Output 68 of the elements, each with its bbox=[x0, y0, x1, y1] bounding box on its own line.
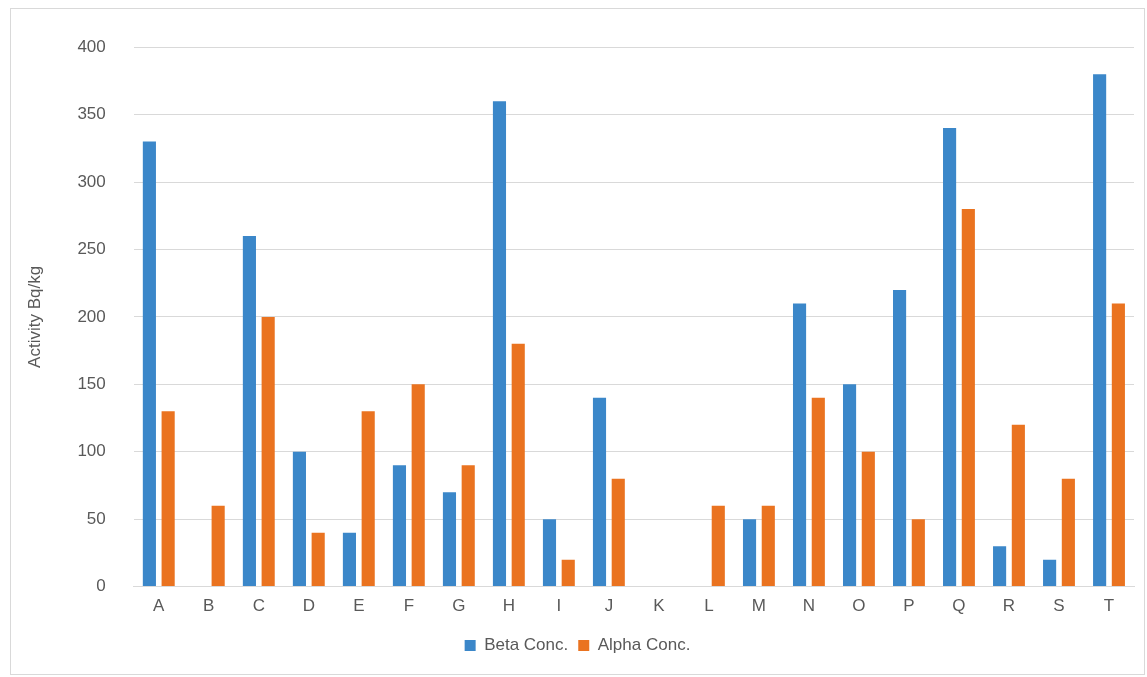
bar bbox=[411, 384, 425, 587]
bar bbox=[292, 451, 306, 587]
legend-label: Alpha Conc. bbox=[597, 635, 691, 655]
y-tick-label: 400 bbox=[77, 36, 106, 56]
x-tick-label: N bbox=[802, 596, 816, 616]
bar bbox=[893, 289, 907, 587]
bar bbox=[161, 411, 175, 587]
bar bbox=[1011, 424, 1025, 587]
bar bbox=[211, 505, 225, 587]
y-tick-label: 250 bbox=[77, 239, 106, 259]
x-tick-label: E bbox=[353, 596, 365, 616]
bar bbox=[242, 235, 256, 587]
y-tick-label: 200 bbox=[77, 306, 106, 326]
x-tick-label: L bbox=[704, 596, 714, 616]
bar bbox=[943, 128, 957, 587]
bar bbox=[742, 519, 757, 587]
bar bbox=[511, 343, 525, 587]
bar bbox=[461, 465, 475, 587]
legend-label: Beta Conc. bbox=[484, 635, 569, 655]
bar bbox=[492, 101, 507, 587]
x-tick-label: B bbox=[203, 596, 215, 616]
x-tick-label: H bbox=[502, 596, 515, 616]
x-tick-label: I bbox=[556, 596, 562, 616]
x-tick-label: A bbox=[153, 596, 166, 616]
bar bbox=[861, 451, 875, 587]
y-tick-label: 150 bbox=[77, 374, 106, 394]
x-tick-label: G bbox=[452, 596, 466, 616]
x-tick-label: C bbox=[252, 596, 265, 616]
y-tick-label: 350 bbox=[77, 104, 106, 124]
y-tick-label: 0 bbox=[96, 576, 106, 596]
x-tick-label: F bbox=[403, 596, 415, 616]
bar bbox=[1111, 303, 1125, 587]
y-tick-label: 100 bbox=[77, 441, 106, 461]
y-tick-label: 300 bbox=[77, 171, 106, 191]
bar bbox=[792, 303, 807, 587]
x-tick-label: Q bbox=[952, 596, 966, 616]
bar bbox=[611, 478, 625, 587]
bar bbox=[261, 316, 275, 587]
x-tick-label: O bbox=[852, 596, 866, 616]
bar bbox=[342, 532, 356, 587]
bar bbox=[542, 519, 557, 587]
y-tick-label: 50 bbox=[86, 508, 106, 528]
bar bbox=[561, 559, 575, 587]
bar bbox=[392, 465, 407, 587]
bar bbox=[1043, 559, 1057, 587]
x-tick-label: R bbox=[1002, 596, 1016, 616]
bar bbox=[361, 411, 375, 587]
bar bbox=[911, 519, 925, 587]
y-axis-title: Activity Bq/kg bbox=[24, 265, 44, 368]
bar bbox=[842, 384, 857, 587]
bar bbox=[592, 397, 607, 587]
bar bbox=[311, 532, 325, 587]
x-tick-label: D bbox=[302, 596, 315, 616]
bar bbox=[1061, 478, 1075, 587]
bar bbox=[811, 397, 825, 587]
x-tick-label: P bbox=[903, 596, 915, 616]
x-tick-label: M bbox=[751, 596, 766, 616]
x-tick-label: J bbox=[604, 596, 614, 616]
bar bbox=[142, 141, 156, 587]
bar bbox=[1093, 74, 1107, 587]
bar bbox=[442, 492, 457, 587]
x-tick-label: S bbox=[1053, 596, 1065, 616]
x-tick-label: K bbox=[653, 596, 666, 616]
bar bbox=[711, 505, 725, 587]
bar bbox=[761, 505, 775, 587]
x-tick-label: T bbox=[1103, 596, 1115, 616]
bar bbox=[961, 209, 975, 587]
bar bbox=[993, 546, 1007, 587]
